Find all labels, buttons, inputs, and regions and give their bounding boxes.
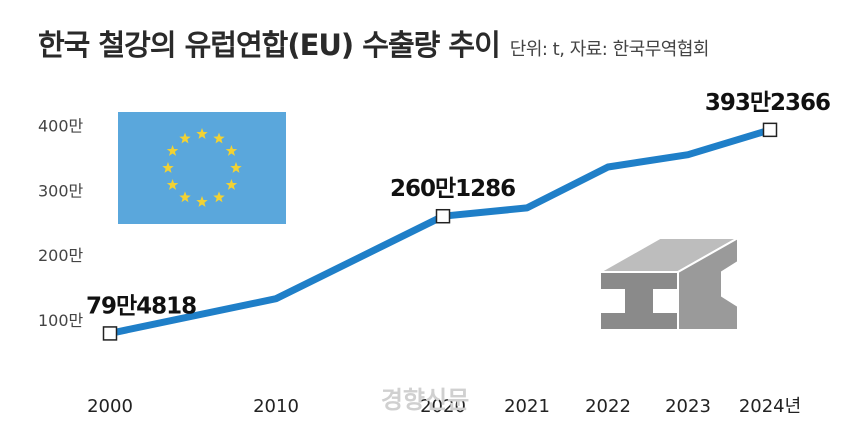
eu-flag-star — [166, 179, 179, 190]
eu-flag-star — [213, 132, 225, 144]
x-tick-label: 2021 — [504, 396, 550, 417]
data-label: 260만1286 — [390, 176, 515, 202]
steel-beam-icon — [596, 236, 742, 331]
x-tick-label: 2023 — [665, 396, 711, 417]
y-tick-label: 300만 — [38, 181, 84, 200]
eu-flag-star — [196, 128, 208, 139]
data-point-marker — [762, 122, 778, 138]
eu-flag-star — [225, 179, 238, 190]
x-tick-label: 2024년 — [739, 396, 801, 417]
eu-flag-star — [213, 191, 225, 203]
eu-flag-star — [166, 145, 179, 156]
eu-flag-icon — [118, 112, 286, 224]
unit-note: 단위: t, 자료: 한국무역협회 — [509, 39, 710, 60]
title-text: 한국 철강의 유럽연합(EU) 수출량 추이 — [38, 28, 501, 62]
y-tick-label: 400만 — [38, 116, 84, 135]
x-tick-label: 2020 — [420, 396, 466, 417]
x-tick-label: 2000 — [87, 396, 133, 417]
chart-title: 한국 철강의 유럽연합(EU) 수출량 추이 단위: t, 자료: 한국무역협회 — [38, 22, 709, 64]
y-tick-label: 100만 — [38, 311, 84, 330]
eu-flag-star — [179, 132, 191, 144]
data-label: 393만2366 — [705, 90, 830, 116]
eu-flag-star — [162, 162, 174, 173]
data-point-marker — [102, 326, 118, 341]
eu-flag-star — [196, 196, 208, 207]
data-point-marker — [435, 208, 451, 224]
eu-flag-star — [225, 145, 238, 156]
beam-front — [599, 271, 679, 331]
watermark-text: 경향신문 — [381, 386, 469, 414]
data-label: 79만4818 — [86, 293, 196, 319]
eu-flag-star — [230, 162, 242, 173]
eu-flag-star — [179, 191, 191, 203]
x-tick-label: 2022 — [585, 396, 631, 417]
series-line — [106, 126, 774, 337]
y-tick-label: 200만 — [38, 246, 84, 265]
beam-side — [677, 236, 739, 331]
x-tick-label: 2010 — [253, 396, 299, 417]
